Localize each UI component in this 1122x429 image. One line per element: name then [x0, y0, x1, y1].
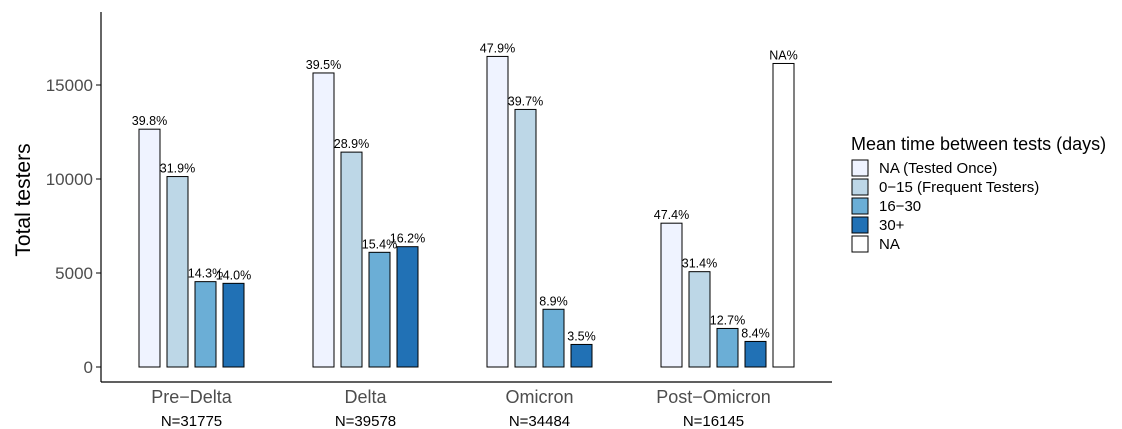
bar	[222, 282, 245, 368]
legend-label: 16−30	[879, 198, 921, 215]
y-tick-label: 15000	[46, 76, 93, 95]
bar	[368, 251, 391, 368]
bar-data-label: 15.4%	[362, 237, 397, 251]
bar-data-label: 16.2%	[390, 232, 425, 246]
bar-data-label: 12.7%	[710, 313, 745, 327]
legend-swatch	[851, 216, 869, 234]
bar-data-label: 39.7%	[508, 94, 543, 108]
sample-size-label: N=31775	[161, 413, 222, 429]
bar	[396, 246, 419, 368]
legend-swatch	[851, 235, 869, 253]
bar	[716, 327, 739, 368]
y-tick-label: 10000	[46, 170, 93, 189]
bar	[772, 62, 795, 368]
legend-swatch	[851, 159, 869, 177]
bar	[744, 340, 767, 368]
bar	[570, 343, 593, 368]
bar-data-label: NA%	[769, 48, 797, 62]
bar	[340, 151, 363, 368]
bar	[660, 222, 683, 368]
legend-swatch	[851, 197, 869, 215]
legend-label: NA (Tested Once)	[879, 160, 997, 177]
bar-data-label: 47.4%	[654, 208, 689, 222]
bar-data-label: 31.9%	[160, 162, 195, 176]
y-ticks: 0 5000 10000 15000	[46, 76, 101, 377]
bar	[688, 271, 711, 368]
sample-size-label: N=39578	[335, 413, 396, 429]
legend: Mean time between tests (days) NA (Teste…	[851, 134, 1106, 253]
bar	[486, 55, 509, 368]
sample-size-label: N=16145	[683, 413, 744, 429]
bar-data-label: 14.0%	[216, 268, 251, 282]
legend-label: 30+	[879, 217, 905, 234]
bar	[194, 281, 217, 368]
bar-data-label: 8.9%	[539, 294, 568, 308]
axes	[100, 12, 832, 383]
sample-size-label: N=34484	[509, 413, 570, 429]
bar	[138, 128, 161, 368]
bar	[166, 176, 189, 368]
bar	[312, 72, 335, 368]
bars	[138, 55, 795, 368]
legend-items: NA (Tested Once) 0−15 (Frequent Testers) 1…	[851, 159, 1039, 253]
legend-title: Mean time between tests (days)	[851, 134, 1106, 154]
bar-data-label: 8.4%	[741, 326, 770, 340]
bar-data-label: 31.4%	[682, 257, 717, 271]
bar	[542, 308, 565, 368]
y-axis-title: Total testers	[12, 143, 35, 256]
legend-label: NA	[879, 236, 900, 253]
legend-swatch	[851, 178, 869, 196]
bar-data-label: 39.8%	[132, 114, 167, 128]
legend-label: 0−15 (Frequent Testers)	[879, 179, 1039, 196]
bar-data-label: 28.9%	[334, 137, 369, 151]
y-tick-label: 0	[84, 358, 93, 377]
bar-labels: 39.8% 31.9% 14.3%14.0% 39.5% 28.9% 15.4%16.2%…	[132, 41, 798, 343]
bar-data-label: 3.5%	[567, 329, 596, 343]
x-tick-label: Delta	[344, 387, 387, 407]
x-tick-label: Post−Omicron	[656, 387, 771, 407]
bar-data-label: 14.3%	[188, 267, 223, 281]
bar-data-label: 39.5%	[306, 58, 341, 72]
bar	[514, 108, 537, 368]
x-labels: Pre−Delta N=31775 Delta N=39578 Omicron N=344…	[151, 387, 771, 429]
x-tick-label: Omicron	[505, 387, 573, 407]
y-tick-label: 5000	[55, 264, 93, 283]
bar-data-label: 47.9%	[480, 41, 515, 55]
x-tick-label: Pre−Delta	[151, 387, 233, 407]
